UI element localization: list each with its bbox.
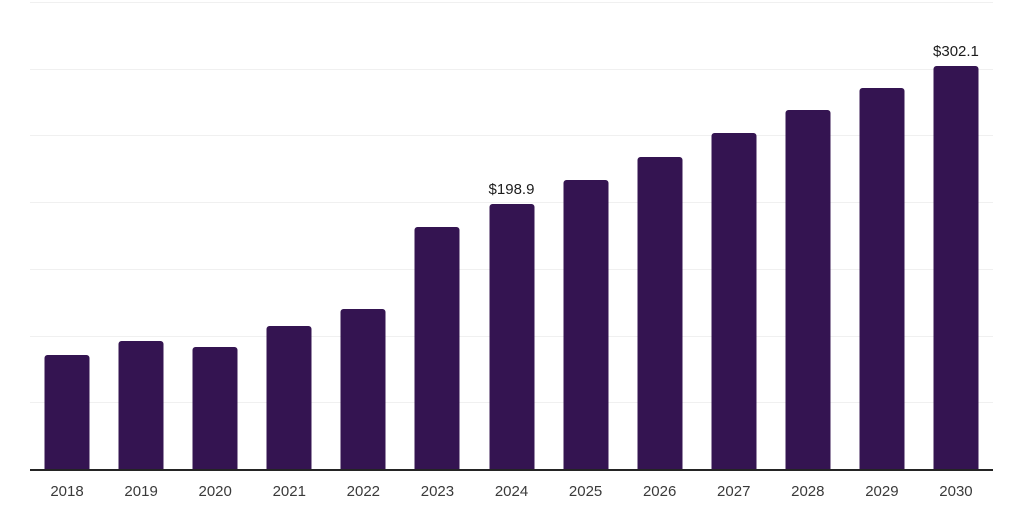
bar-2018: [44, 354, 90, 469]
bar-2023: [414, 227, 460, 469]
bar-2030: [933, 65, 979, 469]
x-axis-labels: 2018 2019 2020 2021 2022 2023 2024 2025 2026 2027…: [30, 483, 993, 500]
x-axis-line: [30, 469, 993, 471]
bar-2020: [192, 347, 238, 469]
x-tick-label-2027: 2027: [717, 483, 751, 500]
x-tick-label-2025: 2025: [568, 483, 603, 500]
bar-group-2023: [400, 2, 474, 469]
bar-group-2022: [326, 2, 400, 469]
bar-group-2021: [252, 2, 326, 469]
bar-group-2018: [30, 2, 104, 469]
bar-value-label-2030: $302.1: [933, 43, 979, 61]
bar-group-2025: [549, 2, 623, 469]
bar-2024: [489, 203, 534, 469]
bar-group-2027: [697, 2, 771, 469]
bar-group-2029: [845, 2, 919, 469]
bar-2029: [859, 88, 905, 469]
bar-2028: [785, 110, 831, 469]
gridline-250: [30, 135, 993, 137]
bar-2026: [637, 157, 683, 469]
x-tick-label-2021: 2021: [272, 483, 306, 500]
x-tick-label-2023: 2023: [420, 483, 455, 500]
x-tick-label-2024: 2024: [494, 483, 529, 500]
bar-2027: [711, 132, 757, 469]
bar-group-2019: [104, 2, 178, 469]
plot-area: $198.9 $302.1: [30, 2, 993, 469]
gridline-350: [30, 2, 993, 3]
gridline-300: [30, 68, 993, 70]
x-tick-label-2028: 2028: [791, 483, 825, 500]
x-tick-label-2022: 2022: [346, 483, 381, 500]
bar-2022: [340, 308, 386, 469]
bars-row: $198.9 $302.1: [30, 2, 993, 469]
x-tick-label-2030: 2030: [939, 483, 973, 500]
x-tick-label-2019: 2019: [124, 483, 158, 500]
bar-group-2028: [771, 2, 845, 469]
bar-2019: [118, 341, 164, 469]
bar-group-2020: [178, 2, 252, 469]
gridline-200: [30, 202, 993, 204]
bar-group-2030: $302.1: [919, 2, 993, 469]
bar-2025: [563, 180, 609, 469]
x-tick-label-2029: 2029: [865, 483, 899, 500]
x-tick-label-2020: 2020: [198, 483, 232, 500]
bar-2021: [266, 325, 312, 469]
bar-group-2026: [623, 2, 697, 469]
x-tick-label-2018: 2018: [50, 483, 84, 500]
bar-value-label-2024: $198.9: [488, 181, 535, 199]
x-tick-label-2026: 2026: [642, 483, 677, 500]
bar-group-2024: $198.9: [474, 2, 548, 469]
